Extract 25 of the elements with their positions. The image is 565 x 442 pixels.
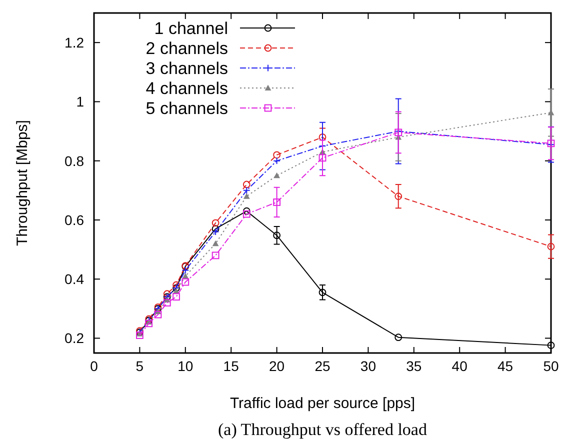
x-tick-label: 50 (543, 358, 559, 374)
x-tick-label: 25 (314, 358, 330, 374)
y-tick-label: 0.2 (64, 330, 84, 346)
y-tick-label: 1.2 (64, 34, 84, 51)
x-tick-label: 35 (406, 358, 422, 374)
x-tick-label: 40 (452, 358, 468, 374)
y-tick-label: 1 (76, 94, 84, 110)
legend-label: 3 channels (146, 59, 228, 78)
x-axis-title: Traffic load per source [pps] (230, 395, 416, 412)
legend-label: 1 channel (154, 19, 228, 38)
x-tick-label: 20 (269, 358, 285, 374)
y-tick-label: 0.4 (64, 271, 84, 288)
legend-label: 2 channels (146, 39, 228, 58)
y-tick-label: 0.6 (64, 212, 84, 228)
x-tick-label: 15 (223, 358, 240, 374)
legend-label: 4 channels (146, 79, 228, 98)
text: (a) Throughput vs offered load (218, 420, 428, 439)
x-tick-label: 5 (136, 358, 144, 374)
x-tick-label: 45 (498, 358, 514, 374)
y-tick-label: 0.8 (64, 152, 84, 169)
x-tick-label: 10 (178, 358, 194, 374)
legend-label: 5 channels (146, 99, 228, 118)
x-tick-label: 0 (90, 358, 98, 374)
x-tick-label: 30 (360, 358, 376, 374)
y-axis-title: Throughput [Mbps] (14, 120, 31, 246)
